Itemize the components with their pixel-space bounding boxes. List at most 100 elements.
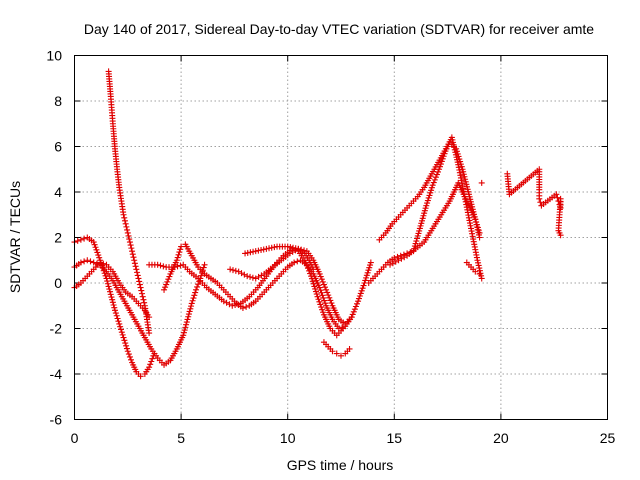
trail-point — [82, 275, 89, 282]
trail-point — [267, 265, 274, 272]
trail-point — [114, 286, 121, 293]
trail-point — [328, 314, 335, 321]
trail-point — [387, 223, 394, 230]
trail-point — [440, 153, 447, 160]
data-point — [201, 261, 208, 268]
y-tick-label: 10 — [46, 48, 62, 64]
trail-point — [87, 258, 94, 265]
trail-point — [353, 300, 360, 307]
y-tick-label: 0 — [54, 275, 62, 291]
trail-point — [148, 358, 155, 365]
trail-point — [369, 275, 376, 282]
trail-point — [471, 214, 478, 221]
trail-point — [244, 249, 251, 256]
trail-point — [288, 261, 295, 268]
trail-point — [250, 248, 257, 255]
y-axis-label: SDTVAR / TECUs — [7, 181, 23, 293]
trail-point — [127, 356, 134, 363]
trail-point — [551, 192, 558, 199]
trail-point — [324, 289, 331, 296]
trail-point — [210, 289, 217, 296]
data-point — [323, 286, 330, 293]
trail-point — [104, 278, 111, 285]
trail-point — [127, 309, 134, 316]
data-point — [478, 275, 485, 282]
data-point — [131, 257, 138, 264]
trail-point — [476, 265, 483, 272]
trail-point — [313, 291, 320, 298]
trail-point — [108, 294, 115, 301]
trail-point — [312, 288, 319, 295]
data-point — [252, 275, 259, 282]
y-tick-label: 4 — [54, 184, 62, 200]
trail-point — [424, 197, 431, 204]
trail-point — [537, 199, 544, 206]
trail-point — [255, 247, 262, 254]
trail-point — [436, 163, 443, 170]
trail-point — [315, 268, 322, 275]
trail-point — [322, 284, 329, 291]
trail-point — [309, 278, 316, 285]
trail-point — [109, 118, 116, 125]
data-point — [314, 293, 321, 300]
trail-point — [473, 219, 480, 226]
trail-point — [134, 320, 141, 327]
trail-point — [351, 306, 358, 313]
trail-point — [109, 296, 116, 303]
trail-point — [380, 232, 387, 239]
trail-point — [394, 253, 401, 260]
data-point — [116, 320, 123, 327]
trail-point — [134, 272, 141, 279]
trail-point — [81, 235, 88, 242]
trail-point — [250, 299, 257, 306]
data-point — [263, 245, 270, 252]
trail-point — [427, 189, 434, 196]
trail-point — [556, 229, 563, 236]
data-point — [242, 250, 249, 257]
trail-point — [140, 296, 147, 303]
trail-point — [317, 301, 324, 308]
trail-point — [536, 184, 543, 191]
trail-point — [223, 299, 230, 306]
trail-point — [435, 168, 442, 175]
y-tick-labels: -6 -4 -2 0 2 4 6 8 10 — [46, 48, 62, 428]
trail-point — [194, 283, 201, 290]
trail-point — [218, 296, 225, 303]
trail-point — [160, 263, 167, 270]
trail-point — [139, 290, 146, 297]
trail-point — [321, 297, 328, 304]
trail-point — [180, 329, 187, 336]
trail-point — [177, 246, 184, 253]
data-point — [139, 293, 146, 300]
data-point — [77, 236, 84, 243]
trail-point — [126, 353, 133, 360]
trail-point — [182, 324, 189, 331]
grid-lines — [74, 55, 608, 420]
trail-point — [115, 318, 122, 325]
trail-point — [439, 155, 446, 162]
trail-point — [318, 276, 325, 283]
data-point — [333, 350, 340, 357]
trail-point — [362, 277, 369, 284]
trail-point — [128, 245, 135, 252]
trail-point — [218, 284, 225, 291]
trail-point — [135, 371, 142, 377]
trail-point — [153, 352, 160, 359]
trail-point — [320, 294, 327, 301]
trail-point — [112, 310, 119, 317]
x-tick-labels: 0 5 10 15 20 25 — [71, 430, 616, 446]
x-tick-label: 15 — [387, 430, 403, 446]
data-point — [429, 182, 436, 189]
trail-point — [133, 298, 140, 305]
trail-point — [123, 223, 130, 230]
trail-point — [475, 259, 482, 266]
trail-point — [432, 174, 439, 181]
trail-point — [175, 251, 182, 258]
trail-point — [117, 195, 124, 202]
trail-point — [458, 163, 465, 170]
trail-point — [437, 161, 444, 168]
trail-point — [454, 159, 461, 166]
trail-point — [425, 194, 432, 201]
trail-point — [100, 260, 107, 267]
trail-point — [179, 334, 186, 341]
